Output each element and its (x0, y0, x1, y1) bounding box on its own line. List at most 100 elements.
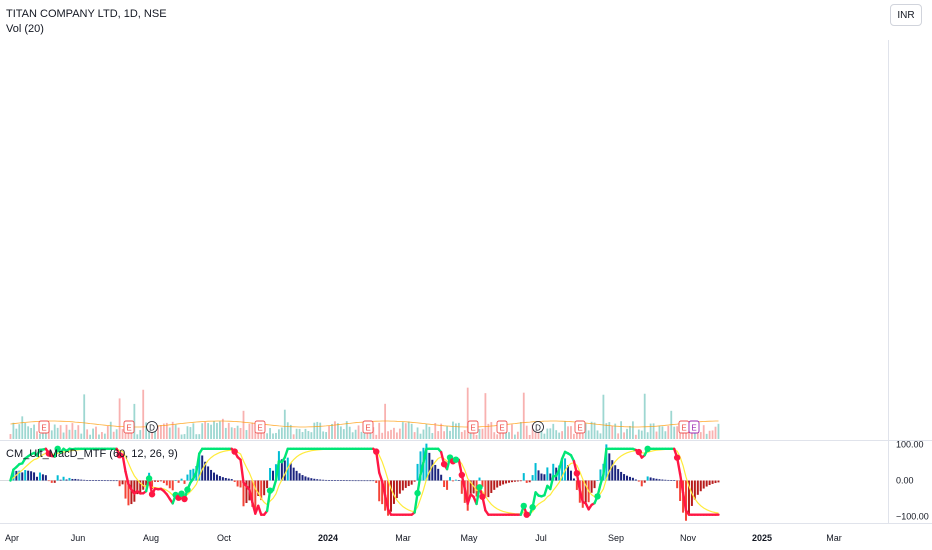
macd-histogram-bar (292, 467, 295, 481)
macd-histogram-bar (38, 472, 41, 481)
volume-bar (92, 428, 94, 439)
macd-histogram-bar (263, 480, 266, 496)
macd-histogram-bar (714, 480, 717, 484)
macd-histogram-bar (47, 480, 50, 482)
macd-histogram-bar (620, 471, 623, 481)
volume-bar (496, 434, 499, 439)
macd-histogram-bar (549, 473, 552, 481)
macd-histogram-bar (86, 480, 89, 481)
event-marker-label: E (126, 424, 131, 433)
volume-bar (558, 432, 561, 439)
macd-histogram-bar (687, 480, 690, 515)
macd-histogram-bar (372, 480, 375, 482)
volume-bar (466, 387, 469, 439)
volume-bar (275, 432, 277, 439)
volume-bar (345, 421, 348, 439)
macd-histogram-bar (407, 480, 410, 487)
volume-bar (620, 421, 623, 439)
event-marker: E (254, 420, 266, 434)
volume-bar (511, 424, 513, 439)
volume-bar (139, 430, 142, 439)
volume-bar (254, 431, 257, 439)
volume-bar (30, 427, 33, 439)
macd-histogram-bar (62, 476, 65, 481)
macd-histogram-bar (528, 480, 531, 483)
macd-line-segment (271, 479, 278, 492)
macd-line-segment (466, 493, 472, 505)
macd-histogram-bar (567, 465, 570, 481)
macd-histogram-bar (118, 480, 121, 487)
macd-cross-dot (635, 448, 643, 456)
macd-histogram-bar (519, 480, 522, 482)
volume-bar (142, 389, 145, 439)
volume-bar (313, 422, 316, 439)
volume-bar (452, 421, 454, 439)
earnings-marker-box (123, 420, 135, 434)
volume-bar (508, 432, 510, 439)
volume-bar (59, 425, 62, 439)
volume-bar (83, 394, 86, 439)
macd-histogram-bar (449, 477, 452, 481)
volume-bar (708, 430, 711, 439)
macd-tick-label: −100.00 (896, 512, 929, 522)
volume-bar (189, 427, 192, 439)
volume-bar (519, 422, 522, 439)
time-axis-label: Sep (608, 533, 624, 543)
macd-histogram-bar (381, 480, 384, 505)
macd-histogram-bar (328, 480, 331, 481)
symbol-title: TITAN COMPANY LTD, 1D, NSE (6, 8, 167, 20)
macd-histogram-bar (136, 480, 139, 495)
volume-bar (289, 424, 292, 439)
macd-histogram-bar (274, 464, 277, 481)
macd-histogram-bar (266, 480, 269, 489)
macd-histogram-bar (608, 453, 611, 481)
volume-bar (446, 426, 448, 439)
macd-line-segment (678, 472, 685, 494)
macd-cross-dot (458, 471, 466, 479)
macd-line-segment (124, 470, 130, 486)
macd-histogram-bar (165, 480, 168, 486)
macd-histogram-bar (437, 468, 440, 481)
volume-bar (101, 432, 103, 439)
time-axis-label: Oct (217, 533, 232, 543)
macd-histogram-bar (112, 480, 115, 482)
macd-histogram-bar (89, 480, 92, 481)
volume-bar (310, 432, 313, 439)
volume-bar (428, 426, 431, 439)
macd-histogram-bar (109, 480, 112, 482)
volume-bar (12, 422, 15, 439)
macd-histogram-bar (513, 480, 516, 482)
volume-bar (239, 428, 242, 439)
macd-line-segment (121, 453, 127, 473)
macd-histogram-bar (295, 470, 298, 481)
macd-histogram-bar (124, 480, 127, 499)
volume-bar (387, 431, 389, 439)
volume-bar (219, 421, 221, 439)
currency-button[interactable]: INR (890, 4, 922, 26)
volume-bar (77, 425, 80, 439)
macd-histogram-bar (316, 479, 319, 481)
volume-bar (266, 433, 269, 439)
earnings-marker-box (688, 420, 700, 434)
macd-histogram-bar (611, 460, 614, 481)
macd-histogram-bar (95, 480, 98, 481)
volume-bar (221, 418, 224, 439)
macd-histogram-bar (637, 480, 640, 482)
macd-cross-dot (266, 487, 274, 494)
volume-bar (531, 424, 534, 439)
event-marker-label: E (257, 424, 262, 433)
macd-histogram-bar (174, 480, 177, 481)
volume-bar (626, 428, 628, 439)
volume-bar (74, 429, 77, 439)
volume-bar (334, 421, 336, 439)
macd-histogram-bar (693, 480, 696, 500)
time-axis-label: Apr (5, 533, 19, 543)
macd-histogram-bar (186, 474, 189, 481)
volume-bar (549, 428, 552, 439)
macd-histogram-bar (310, 478, 313, 481)
volume-bar (174, 424, 177, 439)
volume-bar (661, 426, 664, 439)
event-marker: E (123, 420, 135, 434)
volume-bar (590, 421, 593, 439)
